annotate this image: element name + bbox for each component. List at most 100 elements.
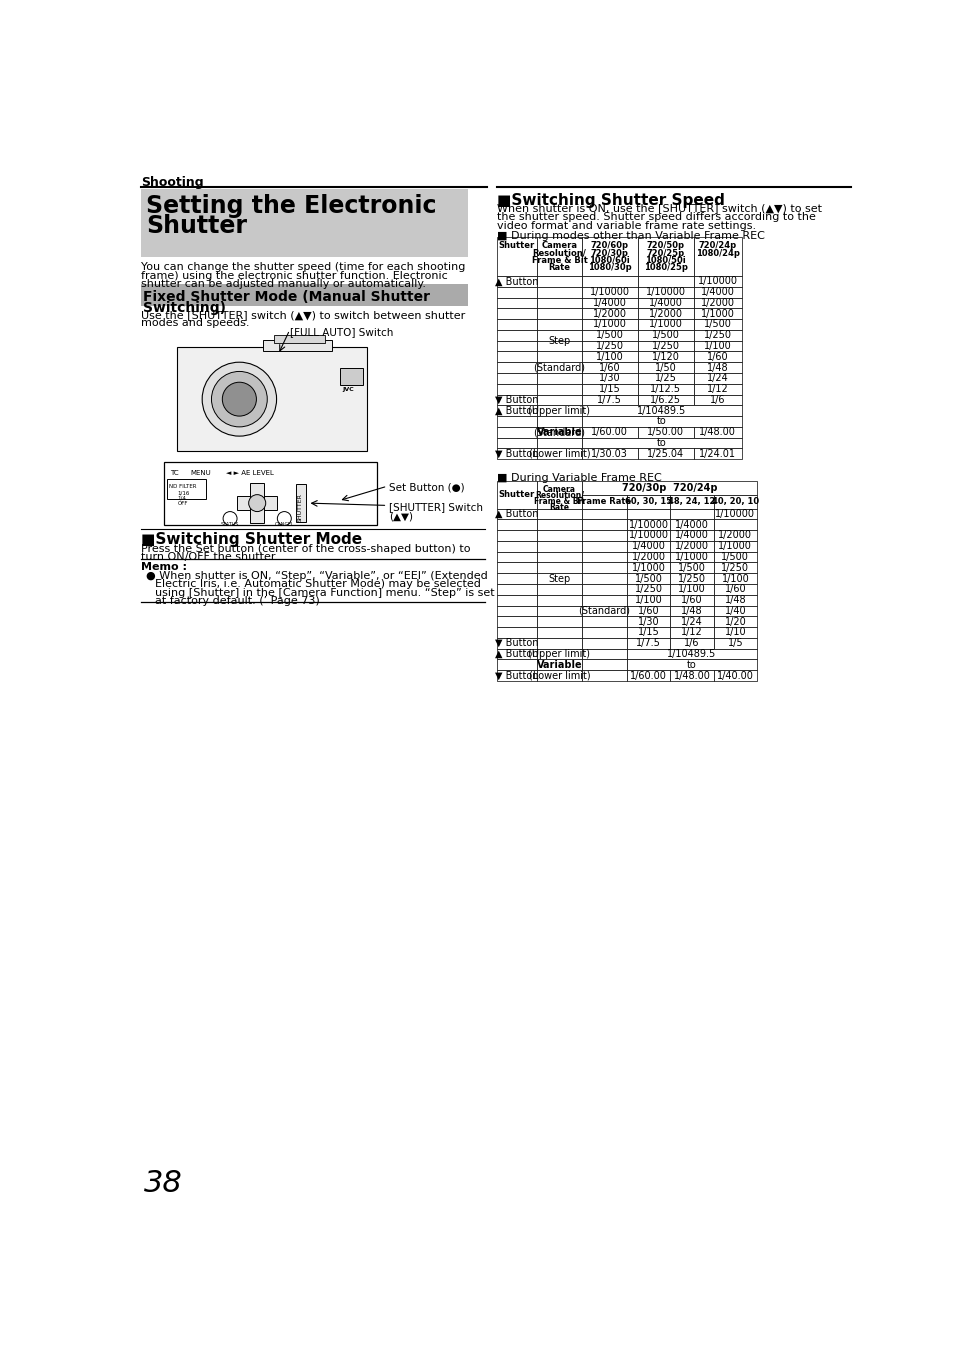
- Bar: [693, 297, 740, 308]
- Text: 60, 30, 15: 60, 30, 15: [624, 497, 672, 506]
- Text: 1/4000: 1/4000: [675, 531, 708, 540]
- Bar: [537, 670, 581, 680]
- Bar: [497, 563, 537, 574]
- Text: ■ During modes other than Variable Frame REC: ■ During modes other than Variable Frame…: [497, 231, 763, 240]
- Bar: [537, 373, 581, 383]
- Text: 1/10000: 1/10000: [628, 531, 668, 540]
- Text: When shutter is ON, use the [SHUTTER] switch (▲▼) to set: When shutter is ON, use the [SHUTTER] sw…: [497, 204, 821, 213]
- Bar: [497, 329, 537, 340]
- Bar: [693, 362, 740, 373]
- Text: 40, 20, 10: 40, 20, 10: [711, 497, 759, 506]
- Bar: [626, 595, 670, 606]
- Text: (Standard): (Standard): [533, 427, 585, 437]
- Bar: [713, 552, 757, 563]
- Text: Shutter: Shutter: [498, 490, 535, 500]
- Bar: [693, 319, 740, 329]
- Text: Switching): Switching): [143, 301, 226, 315]
- Text: 1/250: 1/250: [596, 342, 623, 351]
- Bar: [581, 481, 757, 494]
- Bar: [537, 308, 581, 319]
- Bar: [581, 628, 626, 637]
- Bar: [670, 520, 713, 531]
- Bar: [637, 394, 693, 405]
- Bar: [637, 427, 693, 437]
- Bar: [626, 552, 670, 563]
- Bar: [497, 509, 537, 520]
- Text: Frame & Bit: Frame & Bit: [531, 256, 587, 265]
- Bar: [670, 552, 713, 563]
- Bar: [497, 437, 537, 448]
- Text: 1/25: 1/25: [654, 374, 676, 383]
- Bar: [626, 606, 670, 617]
- Bar: [497, 574, 537, 585]
- Bar: [497, 531, 537, 541]
- Bar: [141, 189, 468, 256]
- Bar: [295, 483, 306, 522]
- Bar: [581, 595, 626, 606]
- Bar: [581, 297, 637, 308]
- Text: 1/1000: 1/1000: [631, 563, 665, 572]
- Bar: [670, 563, 713, 574]
- Bar: [637, 238, 693, 275]
- Bar: [670, 531, 713, 541]
- Text: turn ON/OFF the shutter.: turn ON/OFF the shutter.: [141, 552, 277, 563]
- Text: 1/10000: 1/10000: [628, 520, 668, 529]
- Bar: [670, 574, 713, 585]
- Bar: [537, 585, 581, 595]
- Bar: [581, 351, 637, 362]
- Bar: [167, 479, 206, 500]
- Bar: [581, 416, 740, 427]
- Text: 1/2000: 1/2000: [718, 531, 752, 540]
- Bar: [497, 286, 537, 297]
- Text: Resolution/: Resolution/: [535, 491, 583, 500]
- Bar: [262, 340, 332, 351]
- Text: OFF: OFF: [177, 501, 188, 506]
- Text: 1/1000: 1/1000: [700, 309, 734, 319]
- Text: Step: Step: [548, 336, 570, 346]
- Bar: [693, 427, 740, 437]
- Text: 720/60p: 720/60p: [590, 242, 628, 250]
- Bar: [497, 416, 537, 427]
- Bar: [581, 448, 637, 459]
- Bar: [497, 617, 537, 628]
- Text: shutter can be adjusted manually or automatically.: shutter can be adjusted manually or auto…: [141, 279, 425, 289]
- Text: 1/100: 1/100: [634, 595, 661, 605]
- Text: 1/2000: 1/2000: [648, 309, 682, 319]
- Bar: [537, 531, 581, 541]
- Bar: [537, 595, 581, 606]
- Bar: [581, 319, 637, 329]
- Text: 1/60: 1/60: [680, 595, 702, 605]
- Bar: [581, 520, 626, 531]
- Text: 1/4: 1/4: [177, 495, 186, 501]
- Bar: [340, 369, 363, 385]
- Bar: [581, 275, 637, 286]
- Text: ▼ Button: ▼ Button: [495, 448, 538, 459]
- Text: 1/250: 1/250: [651, 342, 679, 351]
- Text: 1/500: 1/500: [678, 563, 705, 572]
- Text: 1/16: 1/16: [177, 490, 190, 495]
- Bar: [497, 585, 537, 595]
- Bar: [497, 362, 537, 373]
- Text: Step: Step: [548, 574, 570, 583]
- Text: 1/30: 1/30: [598, 374, 620, 383]
- Bar: [537, 286, 581, 297]
- Bar: [236, 497, 277, 510]
- Text: 1/100: 1/100: [678, 585, 705, 594]
- Bar: [581, 340, 637, 351]
- Text: 1080/60i: 1080/60i: [589, 256, 630, 265]
- Bar: [626, 531, 670, 541]
- Bar: [581, 648, 626, 659]
- Text: (Standard): (Standard): [578, 606, 630, 616]
- Bar: [626, 563, 670, 574]
- Text: [SHUTTER] Switch: [SHUTTER] Switch: [389, 502, 482, 513]
- Text: 1/6.25: 1/6.25: [649, 396, 680, 405]
- Bar: [713, 595, 757, 606]
- Text: 1/500: 1/500: [703, 320, 731, 329]
- Text: ▼ Button: ▼ Button: [495, 396, 538, 405]
- Text: Rate: Rate: [549, 504, 569, 512]
- Bar: [626, 659, 757, 670]
- Text: 1/1000: 1/1000: [675, 552, 708, 562]
- Bar: [670, 637, 713, 648]
- Text: 1/10489.5: 1/10489.5: [637, 406, 685, 416]
- Bar: [537, 448, 581, 459]
